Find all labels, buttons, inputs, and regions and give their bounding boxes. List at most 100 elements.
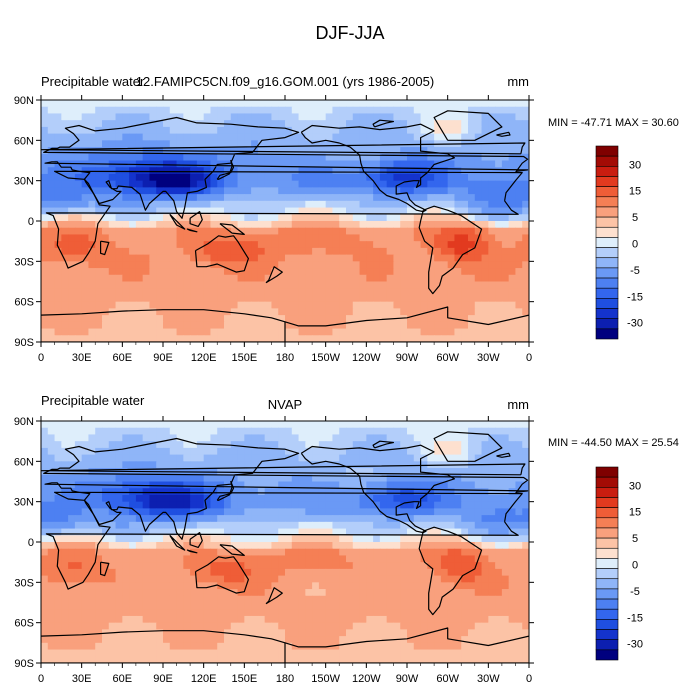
y-tick-label: 0 — [28, 537, 34, 549]
x-tick-label: 90W — [396, 352, 419, 364]
colorbar-label: 15 — [629, 186, 641, 198]
colorbar-label: 0 — [632, 560, 638, 572]
colorbar-bin — [595, 537, 619, 549]
y-tick-label: 30S — [14, 577, 34, 589]
coastlines — [41, 431, 529, 663]
panel-title: 12.FAMIPC5CN.f09_g16.GOM.001 (yrs 1986-2… — [136, 74, 434, 89]
x-tick-label: 30W — [477, 673, 500, 685]
x-tick-label: 120W — [352, 352, 381, 364]
x-tick-label: 30E — [72, 352, 92, 364]
map-plot: 0 30E 60E 90E 120E 150E 180 150W 120W 90W 60W 30W 09… — [14, 416, 534, 685]
colorbar-bin — [595, 476, 619, 488]
colorbar-bin — [595, 298, 619, 309]
colorbar-label: 0 — [632, 239, 638, 251]
panel-title: NVAP — [268, 397, 302, 412]
y-tick-label: 60N — [14, 456, 34, 468]
x-tick-label: 150E — [231, 673, 257, 685]
panel-observations: Precipitable water NVAP mm MIN = -44.50 … — [14, 393, 679, 685]
colorbar-bin — [595, 287, 619, 299]
y-tick-label: 30N — [14, 497, 34, 509]
y-tick-label: 30N — [14, 176, 34, 188]
colorbar-label: 5 — [632, 533, 638, 545]
precipitable-water-field — [41, 421, 529, 663]
colorbar-bin — [595, 649, 619, 661]
map-plot: 0 30E 60E 90E 120E 150E 180 150W 120W 90W 60W 30W 09… — [14, 95, 534, 364]
colorbar-bin — [595, 186, 619, 198]
min-max-label: MIN = -47.71 MAX = 30.60 — [548, 117, 679, 129]
x-tick-label: 60E — [113, 673, 133, 685]
colorbar-label: 5 — [632, 212, 638, 224]
colorbar-bin — [595, 547, 619, 559]
x-tick-label: 90E — [153, 673, 173, 685]
colorbar: 30 15 5 0 -5 -15 -30 — [595, 466, 643, 661]
panel-model: Precipitable water 12.FAMIPC5CN.f09_g16.… — [14, 74, 679, 364]
x-tick-label: 0 — [38, 673, 44, 685]
x-tick-label: 60E — [113, 352, 133, 364]
x-tick-label: 0 — [526, 352, 532, 364]
x-tick-label: 150W — [311, 673, 340, 685]
x-tick-label: 0 — [526, 673, 532, 685]
colorbar-label: -15 — [627, 291, 643, 303]
x-tick-label: 180 — [276, 673, 294, 685]
colorbar-bin — [595, 328, 619, 340]
colorbar: 30 15 5 0 -5 -15 -30 — [595, 145, 643, 340]
colorbar-bin — [595, 308, 619, 319]
colorbar-bin — [595, 145, 619, 157]
x-tick-label: 60W — [436, 673, 459, 685]
colorbar-bin — [595, 608, 619, 620]
min-max-label: MIN = -44.50 MAX = 25.54 — [548, 437, 679, 449]
colorbar-bin — [595, 277, 619, 289]
colorbar-bin — [595, 497, 619, 508]
colorbar-bin — [595, 237, 619, 248]
y-tick-label: 60S — [14, 618, 34, 630]
x-tick-label: 120W — [352, 673, 381, 685]
colorbar-label: -5 — [630, 586, 640, 598]
colorbar-label: -5 — [630, 265, 640, 277]
coastlines — [41, 110, 529, 342]
y-tick-label: 60S — [14, 297, 34, 309]
x-tick-label: 120E — [191, 673, 217, 685]
colorbar-bin — [595, 257, 619, 269]
y-tick-label: 30S — [14, 256, 34, 268]
colorbar-bin — [595, 507, 619, 519]
colorbar-label: -30 — [627, 639, 643, 651]
panel-units: mm — [507, 397, 529, 412]
colorbar-bin — [595, 247, 619, 259]
colorbar-label: -15 — [627, 612, 643, 624]
x-tick-label: 30W — [477, 352, 500, 364]
x-tick-label: 0 — [38, 352, 44, 364]
colorbar-bin — [595, 318, 619, 330]
y-tick-label: 90N — [14, 95, 34, 107]
colorbar-bin — [595, 578, 619, 590]
panel-left-title: Precipitable water — [41, 74, 145, 89]
y-tick-label: 0 — [28, 216, 34, 228]
x-tick-label: 180 — [276, 352, 294, 364]
colorbar-label: -30 — [627, 318, 643, 330]
colorbar-bin — [595, 487, 619, 498]
colorbar-bin — [595, 206, 619, 218]
figure-title: DJF-JJA — [316, 23, 385, 43]
colorbar-bin — [595, 558, 619, 569]
x-tick-label: 120E — [191, 352, 217, 364]
colorbar-label: 30 — [629, 480, 641, 492]
colorbar-bin — [595, 588, 619, 600]
colorbar-bin — [595, 267, 619, 279]
panel-left-title: Precipitable water — [41, 393, 145, 408]
colorbar-bin — [595, 568, 619, 580]
colorbar-bin — [595, 166, 619, 177]
colorbar-bin — [595, 598, 619, 610]
colorbar-bin — [595, 196, 619, 208]
x-tick-label: 90W — [396, 673, 419, 685]
x-tick-label: 30E — [72, 673, 92, 685]
x-tick-label: 150W — [311, 352, 340, 364]
colorbar-label: 15 — [629, 507, 641, 519]
y-tick-label: 90S — [14, 658, 34, 670]
x-tick-label: 60W — [436, 352, 459, 364]
y-tick-label: 90N — [14, 416, 34, 428]
colorbar-bin — [595, 517, 619, 529]
colorbar-bin — [595, 619, 619, 630]
colorbar-bin — [595, 176, 619, 187]
colorbar-bin — [595, 629, 619, 640]
colorbar-label: 30 — [629, 159, 641, 171]
